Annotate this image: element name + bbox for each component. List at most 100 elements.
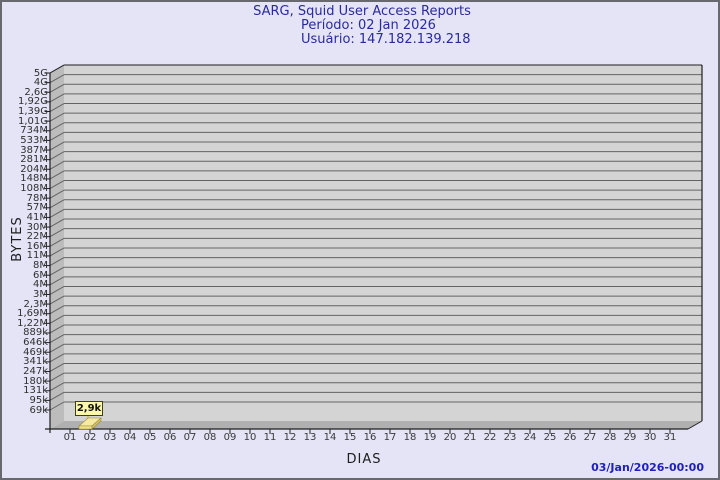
wall-gridline [49, 122, 65, 132]
x-tick-label: 05 [143, 432, 157, 443]
y-tick-label: 341k [23, 356, 48, 368]
y-tick-label: 131k [23, 385, 48, 397]
y-tick-label: 281M [20, 154, 48, 166]
y-tick-label: 8M [33, 260, 48, 272]
y-tick-label: 889k [23, 327, 48, 339]
wall-gridline [49, 189, 65, 199]
y-tick-label: 1,22M [17, 317, 48, 329]
wall-gridline [49, 391, 65, 401]
y-tick-label: 2,6G [24, 86, 48, 98]
bar-day-02-front [78, 425, 93, 430]
wall-gridline [49, 170, 65, 180]
x-tick-label: 19 [423, 432, 437, 443]
floor-right-edge [687, 420, 703, 430]
x-tick-label: 03 [103, 432, 117, 443]
x-tick-label: 10 [243, 432, 257, 443]
y-tick-label: 78M [26, 192, 48, 204]
wall-gridline [49, 372, 65, 382]
x-tick-label: 22 [483, 432, 497, 443]
y-tick-label: 2,3M [23, 298, 48, 310]
wall-gridline [49, 112, 65, 122]
wall-gridline [49, 237, 65, 247]
chart-title: SARG, Squid User Access Reports [253, 4, 471, 19]
x-tick-label: 14 [323, 432, 337, 443]
x-tick-label: 12 [283, 432, 297, 443]
x-tick-label: 15 [343, 432, 357, 443]
wall-gridline [49, 151, 65, 161]
y-tick-label: 469k [23, 346, 48, 358]
x-tick-label: 27 [583, 432, 597, 443]
wall-gridline [49, 314, 65, 324]
y-tick-label: 1,39G [17, 106, 48, 117]
wall-gridline [49, 401, 65, 411]
y-tick-label: 180k [23, 375, 48, 387]
wall-gridline [49, 334, 65, 344]
x-tick-label: 29 [623, 432, 637, 443]
x-tick-label: 17 [383, 432, 397, 443]
wall-gridline [49, 286, 65, 295]
y-tick-label: 108M [20, 183, 48, 195]
wall-gridline [49, 103, 65, 112]
floor [50, 421, 702, 429]
x-tick-label: 28 [603, 432, 617, 443]
y-tick-label: 204M [20, 163, 48, 175]
y-tick-label: 387M [20, 144, 48, 156]
y-tick-label: 5G [33, 67, 48, 79]
y-tick-label: 148M [20, 173, 48, 185]
wall-gridline [49, 180, 65, 189]
wall-gridline [49, 218, 65, 228]
left-wall [50, 65, 64, 429]
y-tick-label: 6M [33, 269, 48, 281]
plot-area [64, 65, 702, 421]
x-tick-label: 13 [303, 432, 317, 443]
y-tick-label: 11M [26, 250, 48, 262]
x-tick-label: 26 [563, 432, 577, 443]
y-tick-label: 734M [20, 125, 48, 137]
y-tick-label: 95k [29, 394, 48, 406]
wall-gridline [49, 93, 65, 103]
wall-gridline [49, 266, 65, 276]
wall-gridline [49, 160, 65, 170]
y-tick-label: 22M [26, 231, 48, 243]
chart-subtitle-user: Usuário: 147.182.139.218 [301, 32, 471, 47]
wall-gridline [49, 353, 65, 363]
x-tick-label: 20 [443, 432, 457, 443]
wall-gridline [49, 199, 65, 209]
wall-gridline [49, 74, 65, 84]
y-tick-label: 646k [23, 337, 48, 349]
wall-gridline [49, 83, 65, 93]
x-tick-label: 23 [503, 432, 517, 443]
y-tick-label: 1,69M [17, 308, 48, 320]
bar-value-label: 2,9k [75, 401, 103, 416]
x-tick-label: 08 [203, 432, 217, 443]
wall-gridline [49, 228, 65, 238]
y-tick-label: 1,01G [17, 115, 48, 127]
y-tick-label: 4G [33, 77, 48, 89]
wall-gridline [49, 382, 65, 392]
wall-gridline [49, 257, 65, 267]
x-tick-label: 02 [83, 432, 97, 443]
y-tick-label: 69k [29, 404, 48, 416]
y-tick-label: 533M [20, 134, 48, 146]
wall-gridline [49, 208, 65, 218]
x-tick-label: 11 [263, 432, 277, 443]
x-tick-label: 30 [643, 432, 657, 443]
x-tick-label: 21 [463, 432, 477, 443]
y-tick-label: 247k [23, 365, 48, 377]
chart-subtitle-period: Período: 02 Jan 2026 [301, 18, 436, 33]
x-tick-label: 24 [523, 432, 537, 443]
y-tick-label: 41M [26, 211, 48, 223]
wall-top-edge [49, 64, 65, 74]
x-axis-title: DIAS [346, 452, 382, 467]
y-tick-label: 30M [26, 221, 48, 233]
x-tick-label: 07 [183, 432, 197, 443]
x-tick-label: 01 [63, 432, 77, 443]
wall-gridline [49, 305, 65, 315]
wall-gridline [49, 131, 65, 141]
wall-gridline [49, 363, 65, 372]
wall-gridline [49, 324, 65, 334]
x-tick-label: 04 [123, 432, 137, 443]
x-tick-label: 31 [663, 432, 677, 443]
wall-gridline [49, 276, 65, 286]
